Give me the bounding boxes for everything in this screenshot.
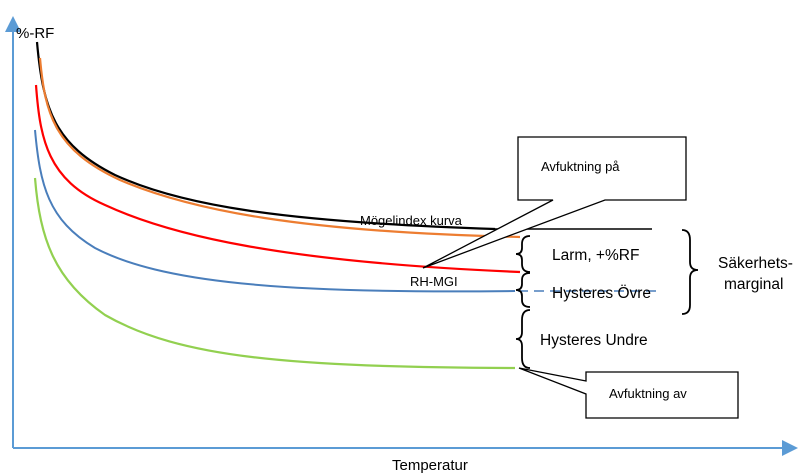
label-sakerhets-line2: marginal: [724, 276, 783, 293]
label-mogelindex: Mögelindex kurva: [360, 213, 463, 228]
brace-hysteres-ovre: [515, 272, 531, 308]
callout-off-text: Avfuktning av: [609, 386, 687, 401]
brace-sakerhetsmarginal: [681, 229, 699, 315]
brace-larm: [515, 235, 531, 273]
y-axis-label: %-RF: [16, 25, 54, 42]
label-rh-mgi: RH-MGI: [410, 274, 458, 289]
callout-on: [422, 136, 687, 269]
curve-mogelindex: [35, 41, 496, 231]
label-hysteres-ovre: Hysteres Övre: [552, 284, 651, 302]
callout-off: [518, 367, 739, 419]
brace-hysteres-undre: [515, 309, 531, 369]
x-axis-label: Temperatur: [392, 457, 468, 474]
label-hysteres-undre: Hysteres Undre: [540, 332, 648, 349]
label-sakerhets-line1: Säkerhets-: [718, 255, 793, 272]
curve-rh-mgi: [34, 129, 516, 293]
label-larm: Larm, +%RF: [552, 247, 639, 264]
curve-orange: [38, 57, 521, 239]
callout-on-text: Avfuktning på: [541, 159, 620, 174]
curve-red: [34, 84, 521, 274]
curve-green: [33, 177, 516, 370]
